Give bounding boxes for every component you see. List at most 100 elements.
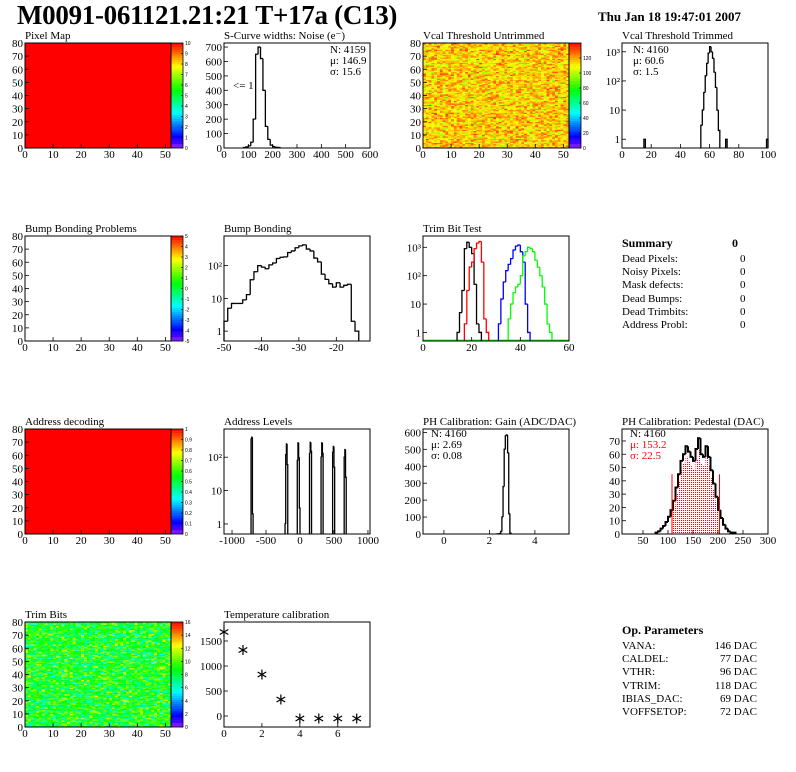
- map-cell: [526, 86, 530, 88]
- histogram-bin: [716, 87, 719, 111]
- map-cell: [557, 119, 561, 121]
- y-tick-label: 10: [410, 299, 422, 311]
- map-cell: [557, 79, 561, 82]
- map-cell: [549, 61, 553, 63]
- map-cell: [481, 141, 485, 143]
- map-cell: [521, 86, 525, 88]
- map-cell: [484, 44, 488, 46]
- palette-band: [569, 131, 581, 134]
- map-cell: [456, 138, 460, 141]
- map-cell: [428, 109, 432, 112]
- map-cell: [473, 99, 477, 101]
- map-cell: [504, 116, 508, 118]
- palette-tick-label: -2: [185, 308, 190, 314]
- map-cell: [442, 113, 446, 116]
- map-cell: [566, 133, 570, 136]
- histogram-bin: [725, 138, 728, 148]
- map-cell: [538, 88, 542, 91]
- map-cell: [538, 85, 542, 87]
- map-cell: [510, 104, 513, 107]
- map-cell: [498, 133, 502, 136]
- y-tick-label: 1: [615, 134, 621, 146]
- map-cell: [557, 124, 561, 126]
- map-cell: [566, 66, 570, 69]
- map-cell: [428, 119, 432, 121]
- palette-band: [171, 454, 183, 457]
- map-cell: [493, 88, 497, 91]
- map-cell: [445, 64, 449, 66]
- map-cell: [493, 74, 497, 76]
- map-cell: [462, 133, 466, 136]
- map-cell: [521, 146, 525, 149]
- map-cell: [487, 123, 491, 125]
- map-cell: [425, 56, 429, 58]
- map-cell: [518, 88, 522, 91]
- map-cell: [515, 113, 519, 116]
- map-cell: [518, 70, 522, 73]
- map-cell: [560, 49, 564, 52]
- map-cell: [456, 81, 460, 83]
- map-cell: [465, 66, 469, 69]
- map-cell: [451, 67, 455, 70]
- map-cell: [451, 58, 455, 61]
- map-cell: [445, 56, 449, 58]
- map-cell: [526, 121, 530, 124]
- map-cell: [560, 103, 564, 105]
- map-cell: [476, 81, 480, 83]
- map-cell: [473, 57, 477, 59]
- map-cell: [459, 140, 463, 142]
- map-cell: [470, 124, 474, 126]
- map-cell: [465, 132, 469, 134]
- map-cell: [423, 74, 426, 76]
- map-cell: [543, 73, 547, 75]
- map-cell: [437, 108, 440, 111]
- map-cell: [484, 130, 488, 133]
- map-cell: [496, 83, 499, 86]
- map-cell: [487, 81, 491, 83]
- map-cell: [538, 137, 542, 139]
- map-cell: [554, 102, 558, 104]
- map-cell: [442, 112, 446, 115]
- map-cell: [493, 141, 497, 143]
- map-cell: [535, 46, 539, 49]
- map-cell: [566, 62, 570, 65]
- map-cell: [487, 138, 491, 141]
- map-cell: [496, 64, 499, 66]
- map-cell: [498, 123, 502, 125]
- map-cell: [507, 50, 511, 53]
- map-cell: [431, 121, 435, 124]
- map-cell: [423, 85, 426, 87]
- map-cell: [515, 70, 519, 73]
- map-cell: [532, 98, 536, 100]
- map-cell: [552, 99, 556, 101]
- map-cell: [532, 50, 536, 53]
- map-cell: [566, 142, 570, 145]
- map-cell: [524, 108, 528, 111]
- map-cell: [504, 57, 508, 59]
- histogram-bin: [643, 138, 647, 148]
- map-cell: [467, 119, 471, 121]
- palette-band: [171, 460, 183, 463]
- map-cell: [456, 65, 460, 67]
- histogram-bin: [269, 139, 273, 146]
- map-cell: [493, 130, 497, 133]
- map-cell: [566, 79, 570, 82]
- map-cell: [484, 108, 488, 111]
- map-cell: [425, 108, 429, 111]
- map-cell: [487, 121, 491, 124]
- map-cell: [462, 85, 466, 87]
- map-cell: [476, 43, 480, 45]
- map-cell: [479, 81, 483, 83]
- map-cell: [496, 123, 499, 125]
- map-cell: [453, 98, 457, 100]
- map-cell: [459, 142, 463, 145]
- map-cell: [467, 58, 471, 61]
- map-cell: [560, 112, 564, 115]
- map-cell: [554, 56, 558, 58]
- map-cell: [476, 77, 480, 79]
- map-cell: [507, 121, 511, 124]
- map-cell: [493, 98, 497, 100]
- map-cell: [521, 104, 525, 107]
- map-cell: [465, 83, 469, 86]
- map-cell: [557, 123, 561, 125]
